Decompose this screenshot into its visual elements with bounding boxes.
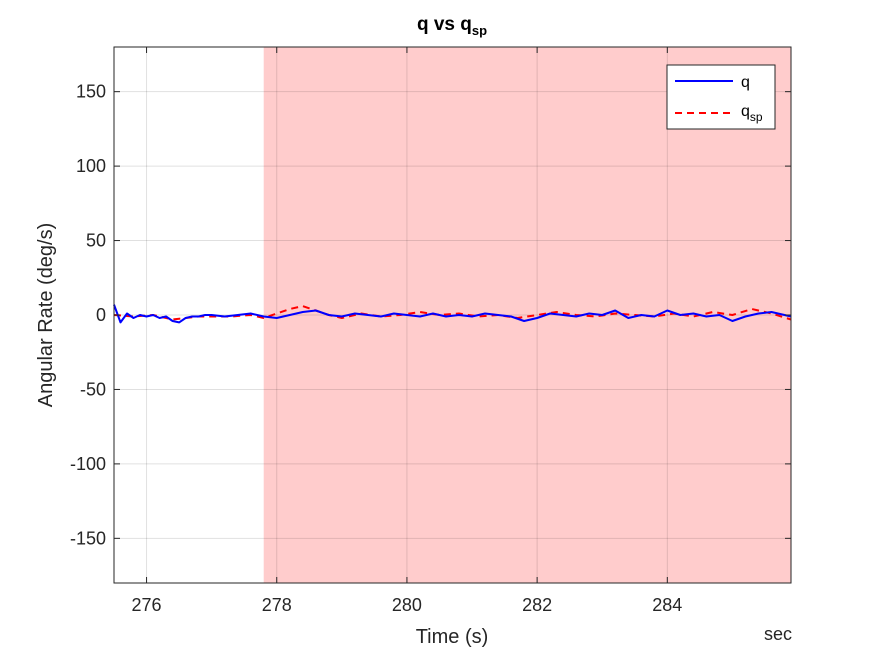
y-tick-label: 0 [96,305,106,325]
x-tick-label: 278 [262,595,292,615]
y-tick-label: 50 [86,231,106,251]
legend: q qsp [666,64,776,130]
y-tick-label: -150 [70,528,106,548]
x-tick-label: 276 [132,595,162,615]
legend-box [666,64,776,130]
legend-label-qsp-main: q [741,103,750,120]
y-tick-label: -50 [80,379,106,399]
tick-layer: 276 278 280 282 284 150 100 50 0 -50 -100 -150 [70,47,791,615]
y-tick-label: -100 [70,454,106,474]
legend-label-q: q [741,74,750,91]
x-axis-label: Time (s) [416,626,489,648]
chart-title: q vs qsp [417,14,487,38]
series-layer [113,304,792,324]
legend-label-qsp: qsp [741,103,763,124]
x-tick-label: 284 [652,595,682,615]
legend-label-q-main: q [741,74,750,91]
legend-label-qsp-sub: sp [750,110,763,124]
series-line-q [113,304,792,324]
y-axis-label: Angular Rate (deg/s) [35,223,57,408]
y-tick-label: 100 [76,156,106,176]
chart-title-subscript: sp [472,23,487,38]
y-tick-label: 150 [76,82,106,102]
x-axis-unit-note: sec [764,624,792,644]
x-tick-label: 280 [392,595,422,615]
chart-title-main: q vs q [417,14,472,35]
x-tick-label: 282 [522,595,552,615]
